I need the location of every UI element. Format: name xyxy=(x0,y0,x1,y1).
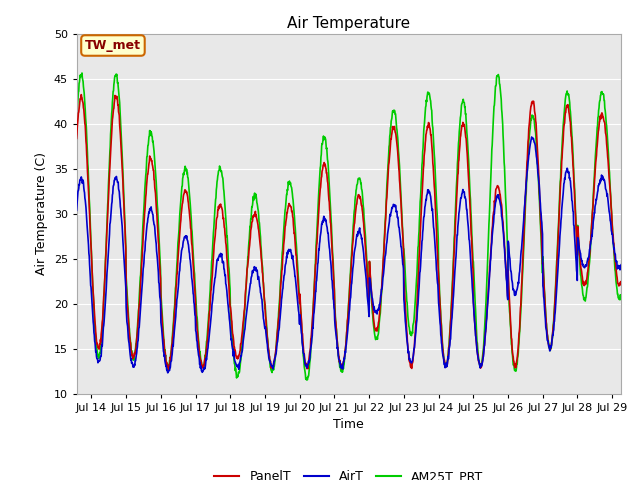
Text: TW_met: TW_met xyxy=(85,39,141,52)
Title: Air Temperature: Air Temperature xyxy=(287,16,410,31)
Legend: PanelT, AirT, AM25T_PRT: PanelT, AirT, AM25T_PRT xyxy=(209,465,488,480)
X-axis label: Time: Time xyxy=(333,418,364,431)
Y-axis label: Air Temperature (C): Air Temperature (C) xyxy=(35,152,48,275)
